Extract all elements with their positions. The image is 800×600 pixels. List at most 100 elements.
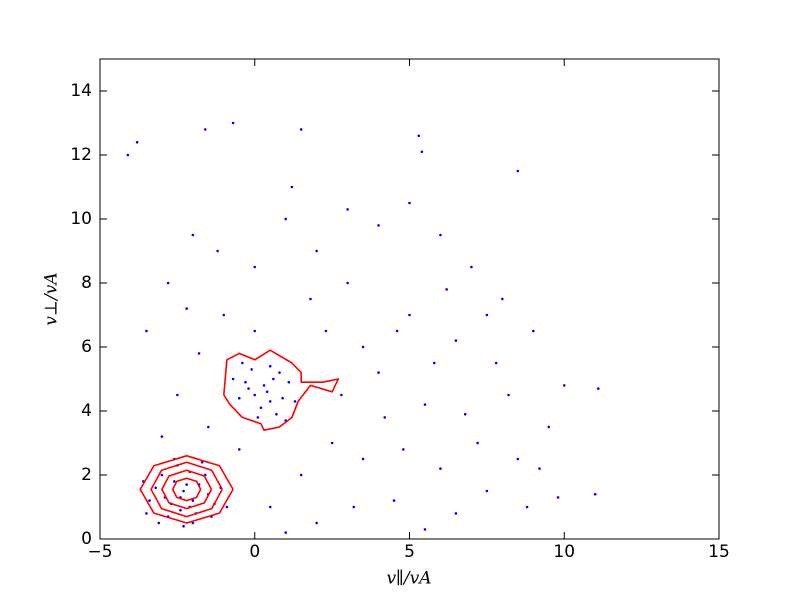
point	[160, 435, 164, 438]
contour-line	[171, 477, 202, 502]
point	[352, 505, 356, 509]
point	[377, 371, 380, 374]
point	[185, 307, 188, 310]
point	[485, 313, 489, 317]
x-tick-label: 15	[708, 542, 730, 562]
contour-line	[139, 455, 234, 524]
point	[216, 249, 219, 253]
point	[176, 393, 179, 397]
point	[281, 396, 284, 400]
point	[562, 384, 566, 387]
y-tick-label: 12	[70, 145, 92, 165]
x-tick-label: −5	[87, 542, 112, 562]
point	[340, 393, 343, 397]
point	[247, 387, 250, 390]
point	[361, 457, 365, 461]
y-tick-label: 6	[81, 337, 92, 357]
point	[309, 297, 312, 301]
point	[160, 473, 164, 477]
point	[179, 508, 182, 512]
point	[395, 329, 399, 333]
point	[241, 361, 244, 365]
point	[476, 441, 479, 445]
point	[191, 499, 195, 502]
point	[383, 416, 387, 419]
point	[556, 496, 560, 499]
point	[222, 313, 226, 317]
point	[250, 368, 253, 371]
x-tick-label: 10	[553, 542, 575, 562]
point	[225, 505, 229, 509]
point	[596, 387, 600, 390]
point	[275, 412, 278, 416]
point	[315, 249, 318, 253]
point	[135, 140, 139, 144]
point	[454, 339, 458, 342]
point	[501, 297, 504, 301]
point	[299, 128, 303, 131]
point	[516, 457, 520, 461]
point	[154, 486, 158, 490]
y-tick-label: 8	[81, 273, 92, 293]
point	[439, 467, 442, 470]
point	[423, 403, 427, 406]
point	[259, 406, 263, 410]
y-tick-label: 10	[70, 209, 92, 229]
point	[265, 390, 269, 394]
point	[346, 208, 349, 211]
point	[417, 134, 421, 138]
point	[157, 521, 161, 525]
point	[148, 499, 151, 502]
y-axis-label: v⊥/vA	[42, 272, 62, 325]
point	[268, 400, 272, 403]
point	[284, 217, 288, 221]
point	[185, 483, 188, 486]
point	[315, 521, 318, 525]
contour-line	[161, 469, 213, 510]
point	[231, 121, 235, 125]
point	[237, 396, 241, 400]
point	[408, 201, 411, 205]
point	[191, 233, 195, 237]
point	[145, 329, 148, 333]
point	[278, 371, 281, 374]
point	[324, 329, 328, 333]
y-tick-label: 14	[70, 81, 92, 101]
point	[172, 480, 176, 483]
y-tick-label: 0	[81, 529, 92, 549]
point	[516, 169, 520, 173]
point	[253, 265, 257, 269]
contour-line	[223, 349, 340, 431]
point	[244, 380, 247, 384]
point	[494, 361, 498, 365]
point	[420, 150, 424, 154]
point	[182, 524, 185, 528]
point	[231, 377, 235, 381]
point	[361, 345, 365, 349]
point	[287, 380, 291, 384]
point	[445, 288, 448, 291]
point	[507, 393, 510, 397]
point	[299, 473, 303, 477]
point	[454, 512, 458, 515]
point	[182, 489, 185, 493]
point	[547, 425, 551, 429]
point	[402, 448, 405, 451]
point	[268, 364, 272, 368]
point	[330, 441, 334, 445]
point	[408, 313, 411, 317]
point	[253, 329, 257, 333]
point	[423, 528, 427, 531]
point	[207, 425, 210, 429]
point	[253, 393, 257, 397]
point	[126, 153, 130, 157]
point	[203, 128, 207, 131]
point	[485, 489, 489, 493]
point	[284, 531, 288, 534]
point	[593, 492, 597, 496]
point	[346, 281, 349, 285]
point	[145, 512, 148, 515]
